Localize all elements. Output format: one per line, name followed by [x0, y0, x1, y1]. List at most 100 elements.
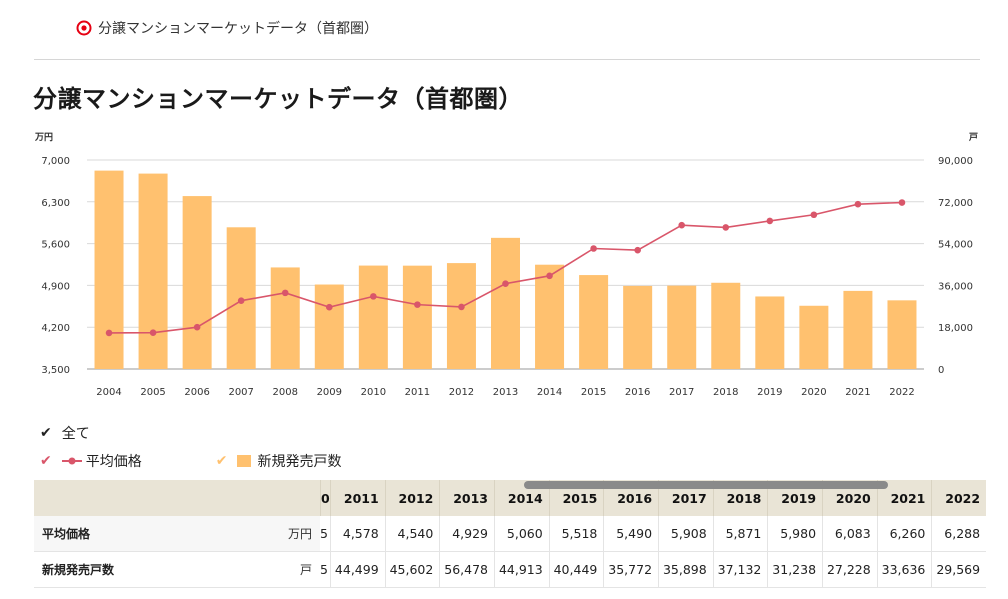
y-left-tick-label: 3,500 — [41, 365, 70, 376]
table-cell: 5 — [320, 526, 328, 541]
table-cell: 4,929 — [439, 516, 494, 551]
x-tick-label: 2017 — [669, 387, 694, 398]
line-point — [281, 289, 289, 297]
line-point — [678, 221, 686, 229]
table-cell: 37,132 — [712, 552, 768, 587]
chart-grid — [87, 159, 924, 370]
line-point — [722, 224, 730, 231]
table-cell: 40,449 — [548, 552, 604, 587]
bar — [579, 275, 609, 369]
table-cell: 4,540 — [384, 516, 440, 551]
bar — [711, 282, 741, 369]
bar — [94, 170, 124, 369]
bar — [314, 284, 344, 369]
x-tick-label: 2012 — [449, 387, 474, 398]
table-cell: 6,288 — [931, 516, 986, 551]
row-label: 新規発売戸数 — [42, 563, 115, 577]
table-cell: 5,908 — [658, 516, 713, 551]
legend-line-label: 平均価格 — [85, 454, 142, 470]
table-cell: 45,602 — [384, 552, 440, 587]
x-tick-label: 2006 — [184, 387, 209, 398]
table-header-cell: 2018 — [712, 480, 768, 516]
table-header-cell: 2015 — [548, 480, 604, 516]
bar-series — [94, 170, 917, 369]
table-header-cell: 0 — [320, 480, 330, 516]
table-header-cell: 2021 — [876, 480, 932, 516]
line-point — [414, 301, 421, 308]
x-tick-label: 2018 — [713, 387, 738, 398]
y-right-tick-label: 90,000 — [938, 156, 973, 167]
legend: ✔ 平均価格 ✔ 新規発売戸数 — [40, 451, 341, 471]
line-marker-icon — [61, 457, 82, 465]
table-cell: 35,772 — [603, 552, 658, 587]
line-point — [546, 272, 553, 280]
table-cell: 33,636 — [876, 552, 932, 587]
y-left-tick-label: 4,900 — [41, 281, 70, 292]
x-tick-label: 2014 — [537, 387, 562, 398]
bar — [623, 285, 653, 369]
table-header-cell: 2013 — [439, 480, 494, 516]
line-point — [502, 280, 509, 287]
bar — [799, 305, 829, 369]
bar — [491, 237, 520, 369]
x-tick-label: 2004 — [96, 387, 121, 398]
legend-toggle-all[interactable]: ✔ 全て — [40, 423, 90, 443]
line-point — [810, 211, 818, 219]
check-icon: ✔ — [40, 453, 52, 469]
breadcrumb-label[interactable]: 分譲マンションマーケットデータ（首都圏） — [98, 21, 378, 37]
line-point — [149, 329, 157, 336]
x-tick-label: 2022 — [889, 387, 914, 398]
table-cell: 5,980 — [767, 516, 822, 551]
bar — [138, 173, 168, 369]
table-data-area[interactable]: 0 2011 2012 2013 2014 2015 2016 2017 2018 2019 20… — [320, 480, 986, 588]
table-header-cell: 2022 — [931, 480, 986, 516]
legend-item-bar[interactable]: ✔ 新規発売戸数 — [216, 451, 342, 471]
table-scrollbar[interactable] — [524, 481, 888, 489]
table-cell: 5,871 — [712, 516, 768, 551]
line-point — [766, 217, 774, 225]
y-right-tick-label: 54,000 — [938, 240, 973, 251]
table-header-cell: 2019 — [767, 480, 822, 516]
x-tick-label: 2021 — [845, 387, 870, 398]
table-cell: 4,578 — [330, 516, 385, 551]
table-header-cell: 2011 — [330, 480, 385, 516]
table-cell: 6,260 — [876, 516, 932, 551]
table-row: 5 4,578 4,540 4,929 5,060 5,518 5,490 5,908 5,8… — [320, 516, 986, 552]
bar — [535, 264, 565, 369]
table-row-header: 新規発売戸数 戸 — [34, 552, 320, 588]
target-icon — [76, 20, 92, 36]
line-point — [370, 293, 377, 300]
x-tick-label: 2011 — [405, 387, 430, 398]
bar — [755, 296, 785, 369]
line-point — [854, 200, 862, 208]
bar — [667, 285, 697, 369]
line-point — [634, 246, 641, 254]
y-right-unit: 戸 — [969, 132, 978, 143]
bar — [887, 300, 917, 369]
table-row-header: 平均価格 万円 — [34, 516, 320, 552]
y-right-tick-label: 18,000 — [938, 323, 973, 334]
x-tick-label: 2008 — [273, 387, 298, 398]
table-row-headers: 平均価格 万円 新規発売戸数 戸 — [34, 480, 320, 588]
table-header-cell: 2017 — [658, 480, 713, 516]
x-tick-label: 2007 — [228, 387, 253, 398]
x-tick-label: 2020 — [801, 387, 826, 398]
divider — [34, 59, 980, 60]
table-corner-header — [34, 480, 320, 516]
line-point — [458, 303, 465, 311]
row-unit: 戸 — [299, 563, 312, 577]
line-point — [325, 303, 333, 311]
table-cell: 35,898 — [658, 552, 713, 587]
legend-item-line[interactable]: ✔ 平均価格 — [40, 451, 142, 471]
table-cell: 27,228 — [822, 552, 877, 587]
table-cell: 29,569 — [931, 552, 986, 587]
table-cell: 56,478 — [439, 552, 494, 587]
bar — [446, 263, 476, 369]
line-point — [898, 199, 906, 206]
line-point — [237, 297, 245, 304]
x-tick-label: 2019 — [757, 387, 782, 398]
table-cell: 44,499 — [330, 552, 385, 587]
bar — [270, 267, 300, 369]
check-icon: ✔ — [40, 425, 52, 441]
bar — [843, 290, 873, 369]
